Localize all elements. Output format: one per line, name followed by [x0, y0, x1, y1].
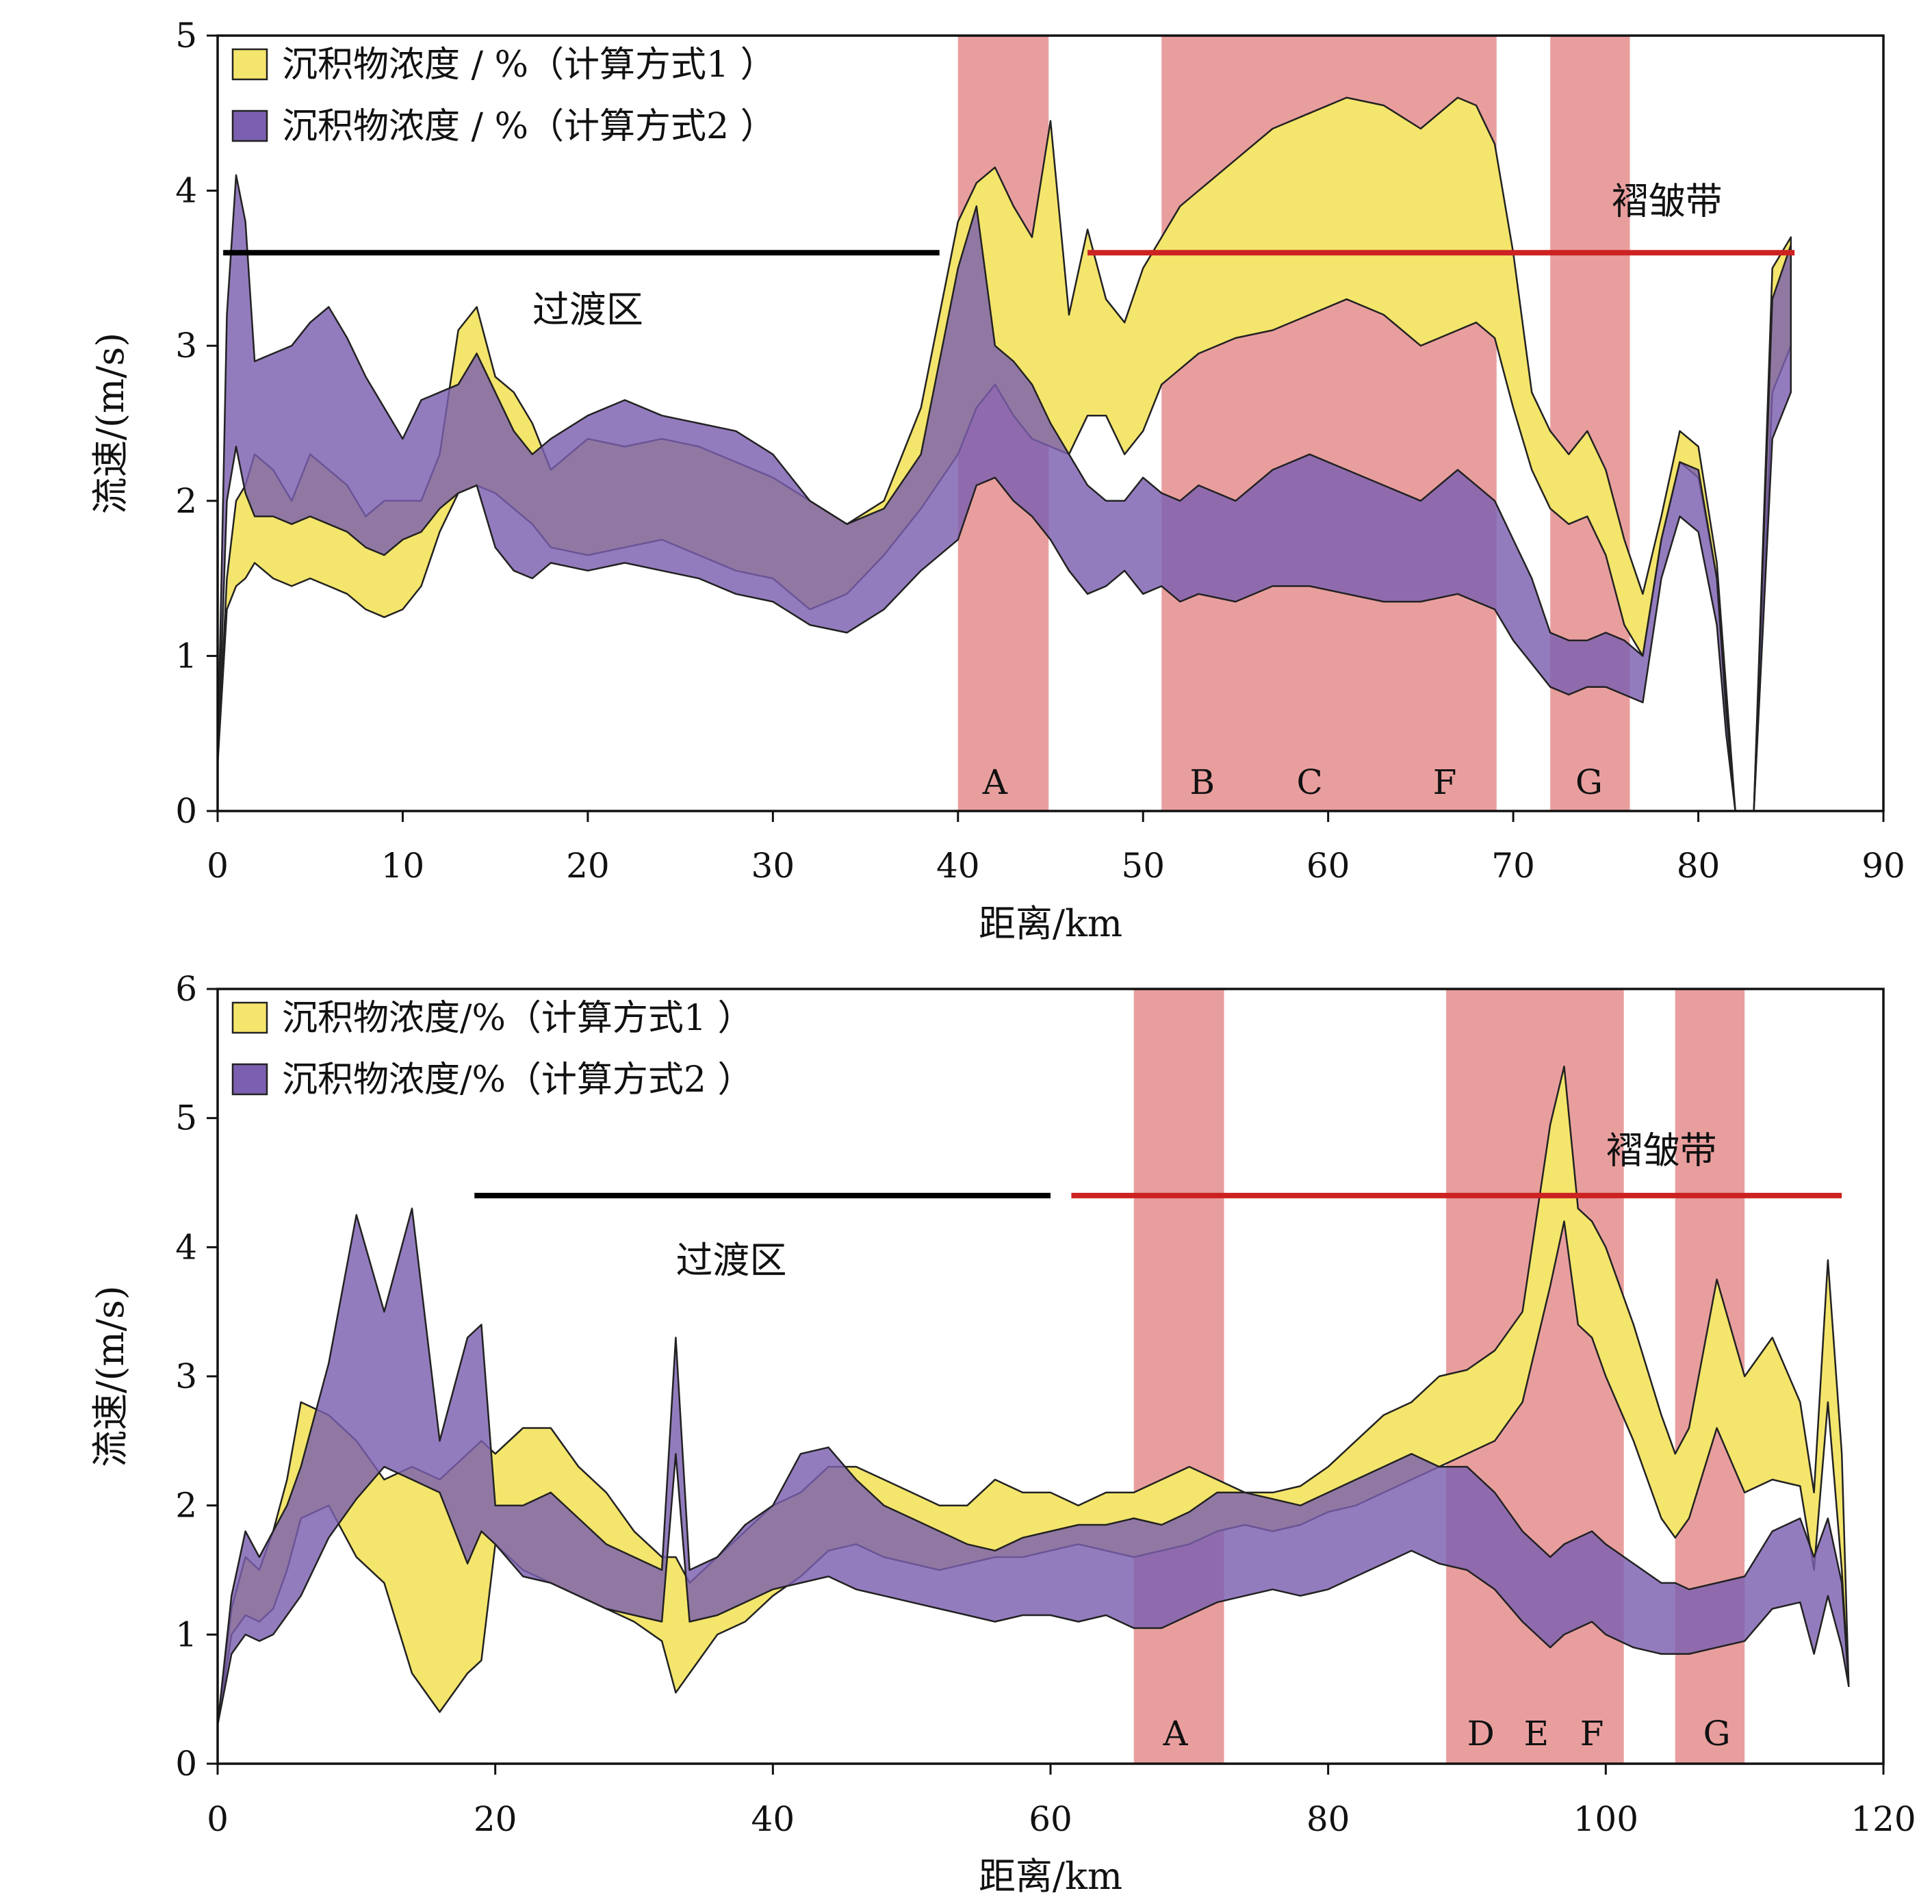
chart-bottom: A D E F G 过渡区 褶皱带 0 20 40 60 80 100 120 0 1 2 3 4 5 6 距离/km 流速… — [89, 969, 1916, 1898]
y-axis-label: 流速/(m/s) — [89, 333, 132, 514]
x-tick-label: 80 — [1677, 846, 1721, 886]
transition-zone-label: 过渡区 — [532, 288, 643, 331]
transition-zone-label: 过渡区 — [675, 1239, 786, 1282]
zone-label: C — [1296, 762, 1322, 802]
x-tick-label: 80 — [1306, 1799, 1350, 1839]
y-tick-label: 0 — [175, 1744, 197, 1784]
x-tick-label: 90 — [1862, 846, 1905, 886]
y-tick-label: 5 — [175, 1098, 197, 1138]
x-tick-label: 100 — [1573, 1799, 1638, 1839]
fold-belt-label: 褶皱带 — [1612, 180, 1723, 223]
x-tick-label: 20 — [566, 846, 610, 886]
y-tick-label: 2 — [175, 481, 197, 521]
plot-frame — [216, 34, 1885, 812]
series-method2-band — [216, 1207, 1850, 1726]
y-tick-label: 2 — [175, 1486, 197, 1526]
x-tick-label: 120 — [1851, 1799, 1916, 1839]
x-tick-label: 0 — [207, 1799, 229, 1839]
zone-label: G — [1575, 762, 1603, 802]
zone-label: F — [1433, 762, 1457, 802]
zone-band — [1133, 989, 1224, 1764]
y-tick-label: 0 — [175, 791, 197, 831]
y-tick-label: 4 — [175, 171, 197, 211]
zone-label: G — [1703, 1714, 1731, 1753]
y-tick-label: 1 — [175, 636, 197, 676]
legend-label-method1: 沉积物浓度 / %（计算方式1 ） — [282, 44, 776, 86]
x-tick-label: 20 — [474, 1799, 517, 1839]
fold-belt-label: 褶皱带 — [1606, 1129, 1716, 1172]
x-tick-label: 40 — [936, 846, 980, 886]
zone-band — [1550, 36, 1630, 811]
y-tick-label: 1 — [175, 1614, 197, 1654]
x-tick-label: 70 — [1491, 846, 1535, 886]
y-tick-label: 4 — [175, 1227, 197, 1267]
x-tick-label: 50 — [1121, 846, 1165, 886]
legend-swatch-method2 — [231, 1063, 268, 1096]
legend-label-method2: 沉积物浓度 / %（计算方式2 ） — [282, 106, 776, 147]
zone-label: F — [1580, 1714, 1604, 1753]
y-tick-label: 3 — [175, 1356, 197, 1396]
chart-top: A B C F G 过渡区 褶皱带 0 10 20 30 40 50 60 70 80 90 0 1 2 3 4 5 距离/k… — [89, 16, 1905, 945]
legend-swatch-method1 — [231, 1001, 268, 1034]
series-method2-band — [216, 174, 1792, 812]
x-tick-label: 60 — [1306, 846, 1350, 886]
x-tick-label: 40 — [751, 1799, 795, 1839]
x-axis-label: 距离/km — [979, 1855, 1122, 1898]
zone-label: B — [1189, 762, 1215, 802]
y-tick-label: 6 — [175, 969, 197, 1009]
zone-label: D — [1467, 1714, 1495, 1753]
zone-label: A — [1162, 1714, 1188, 1753]
y-tick-label: 3 — [175, 326, 197, 365]
legend-label-method2: 沉积物浓度/%（计算方式2 ） — [282, 1059, 754, 1101]
zone-label: A — [982, 762, 1008, 802]
legend-swatch-method2 — [231, 110, 268, 142]
zone-label: E — [1524, 1714, 1549, 1753]
legend-swatch-method1 — [231, 48, 268, 81]
x-axis-label: 距离/km — [979, 902, 1122, 945]
x-tick-label: 60 — [1029, 1799, 1072, 1839]
y-axis-label: 流速/(m/s) — [89, 1285, 132, 1467]
legend-label-method1: 沉积物浓度/%（计算方式1 ） — [282, 998, 754, 1039]
x-tick-label: 10 — [381, 846, 425, 886]
x-tick-label: 30 — [751, 846, 795, 886]
x-tick-label: 0 — [207, 846, 229, 886]
y-tick-label: 5 — [175, 16, 197, 55]
